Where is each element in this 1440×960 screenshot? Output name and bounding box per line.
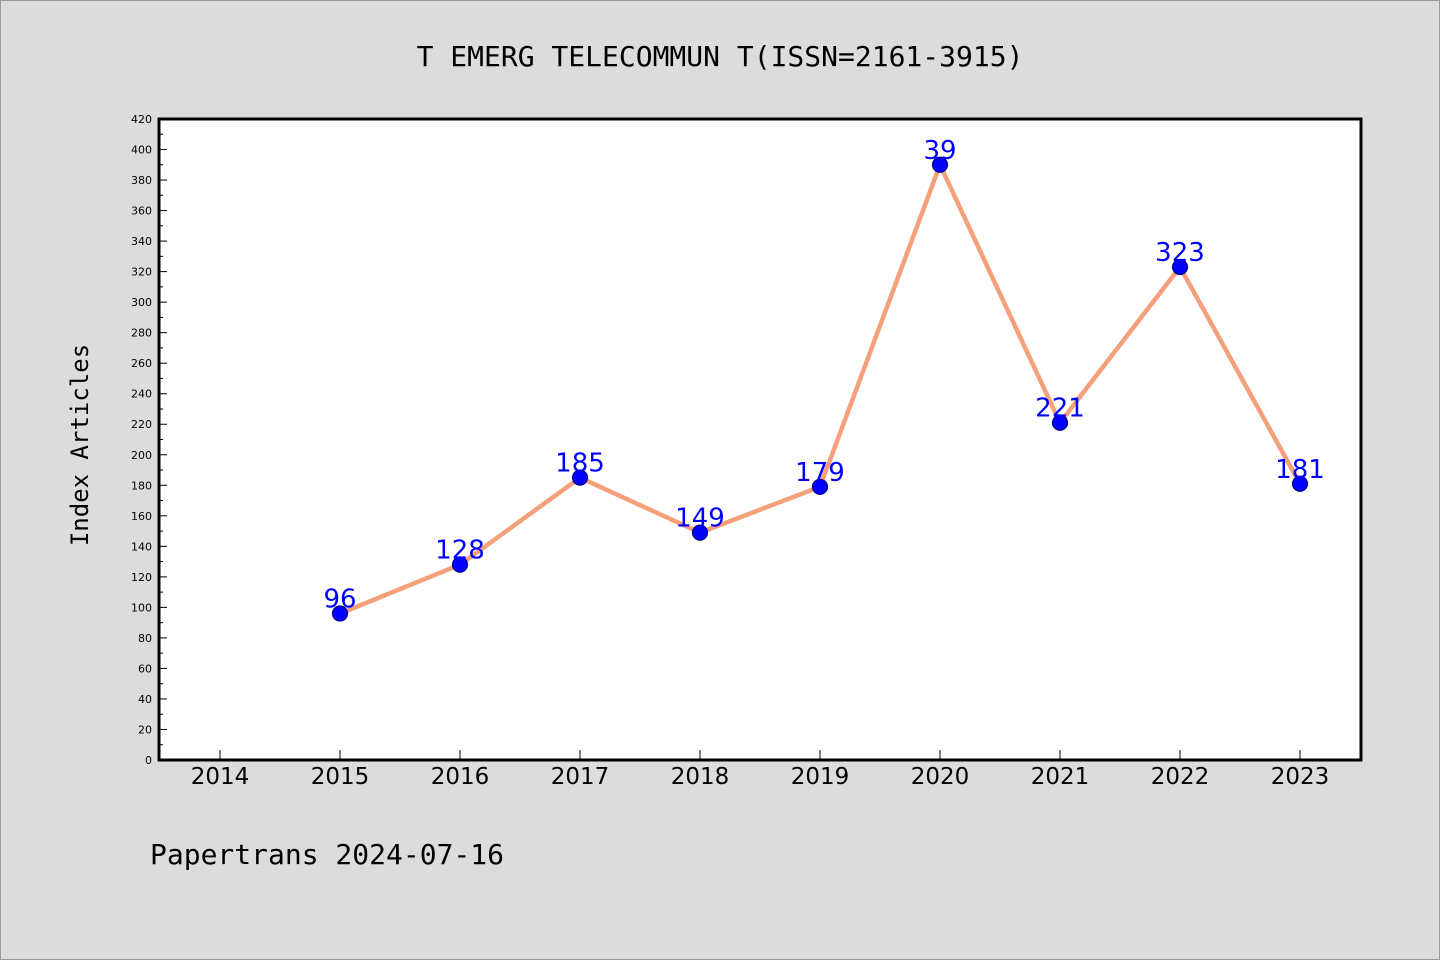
data-point	[1291, 475, 1309, 492]
chart-title: T EMERG TELECOMMUN T(ISSN=2161-3915)	[417, 40, 1024, 73]
y-tick-label: 20	[138, 723, 152, 736]
y-tick-label: 320	[131, 266, 152, 279]
data-point	[571, 469, 589, 486]
x-tick-label: 2018	[671, 764, 730, 790]
y-tick-label: 280	[131, 327, 152, 340]
y-tick-label: 300	[131, 296, 152, 309]
data-label: 179	[795, 458, 845, 488]
data-point	[331, 605, 349, 622]
y-tick-label: 200	[131, 449, 152, 462]
x-tick-label: 2019	[791, 764, 850, 790]
y-tick-label: 0	[145, 754, 152, 767]
y-tick-label: 340	[131, 235, 152, 248]
y-tick-label: 240	[131, 388, 152, 401]
y-tick-label: 60	[138, 662, 152, 675]
plot-border	[157, 117, 1363, 762]
data-labels: 96 128 185 149 179 39 221 323 181	[323, 136, 1324, 615]
x-tick-label: 2020	[911, 764, 970, 790]
y-tick-label: 400	[131, 144, 152, 157]
y-tick-label: 380	[131, 174, 152, 187]
data-label: 221	[1035, 394, 1085, 424]
x-tick-label: 2022	[1151, 764, 1210, 790]
data-label: 96	[323, 584, 356, 614]
x-tick-label: 2014	[191, 764, 250, 790]
x-axis-ticks: 2014 2015 2016 2017 2018 2019 2020 2021 2022 2023	[191, 750, 1330, 790]
y-axis-label: Index Articles	[66, 344, 94, 546]
y-tick-label: 160	[131, 510, 152, 523]
plot-area	[159, 119, 1361, 760]
footer-date: Papertrans 2024-07-16	[150, 838, 504, 871]
data-point	[451, 556, 469, 573]
y-axis-ticks: 0 20 40 60 80 100 120 140 160 180 200 220 240 260 280 3…	[131, 113, 167, 767]
y-tick-label: 360	[131, 205, 152, 218]
y-tick-label: 260	[131, 357, 152, 370]
data-point	[1171, 258, 1189, 276]
y-tick-label: 420	[131, 113, 152, 126]
y-tick-label: 100	[131, 601, 152, 614]
y-tick-label: 140	[131, 540, 152, 553]
data-label: 39	[923, 136, 956, 166]
x-tick-label: 2017	[551, 764, 610, 790]
data-point	[931, 156, 949, 173]
data-point	[1051, 414, 1069, 431]
data-label: 181	[1275, 455, 1325, 485]
data-label: 323	[1155, 238, 1205, 268]
series-markers	[331, 156, 1309, 622]
x-tick-label: 2016	[431, 764, 490, 790]
y-tick-label: 220	[131, 418, 152, 431]
x-tick-label: 2023	[1271, 764, 1330, 790]
data-label: 128	[435, 536, 485, 566]
y-tick-label: 80	[138, 632, 152, 645]
x-tick-label: 2021	[1031, 764, 1090, 790]
y-tick-label: 180	[131, 479, 152, 492]
data-label: 149	[675, 504, 725, 534]
y-tick-label: 120	[131, 571, 152, 584]
x-tick-label: 2015	[311, 764, 370, 790]
y-tick-label: 40	[138, 693, 152, 706]
data-point	[811, 478, 829, 495]
data-point	[691, 524, 709, 541]
data-label: 185	[555, 449, 605, 479]
